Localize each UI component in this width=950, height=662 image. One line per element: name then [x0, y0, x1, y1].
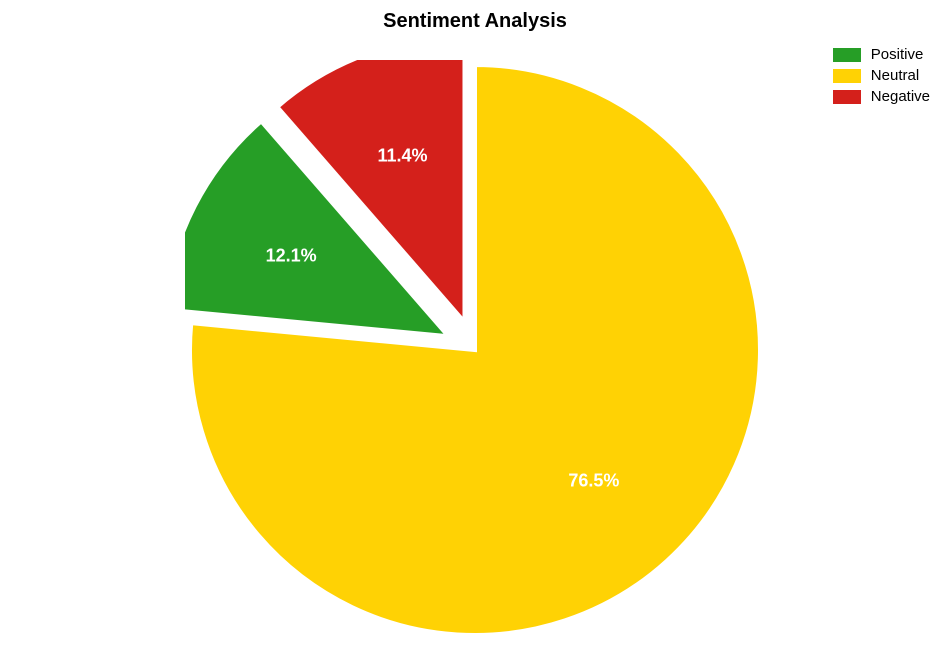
legend-label-positive: Positive	[871, 46, 924, 63]
legend-swatch-neutral	[833, 69, 861, 83]
legend-label-negative: Negative	[871, 88, 930, 105]
chart-title: Sentiment Analysis	[0, 10, 950, 33]
slice-label-positive: 12.1%	[266, 245, 317, 266]
pie-svg	[185, 60, 765, 640]
legend-swatch-negative	[833, 90, 861, 104]
legend-item-negative: Negative	[833, 88, 930, 105]
pie-chart: 76.5% 12.1% 11.4%	[185, 60, 765, 640]
legend-item-neutral: Neutral	[833, 67, 930, 84]
legend-item-positive: Positive	[833, 46, 930, 63]
legend-label-neutral: Neutral	[871, 67, 919, 84]
legend-swatch-positive	[833, 48, 861, 62]
legend: Positive Neutral Negative	[833, 46, 930, 109]
slice-label-negative: 11.4%	[378, 146, 428, 167]
slice-label-neutral: 76.5%	[568, 470, 619, 491]
